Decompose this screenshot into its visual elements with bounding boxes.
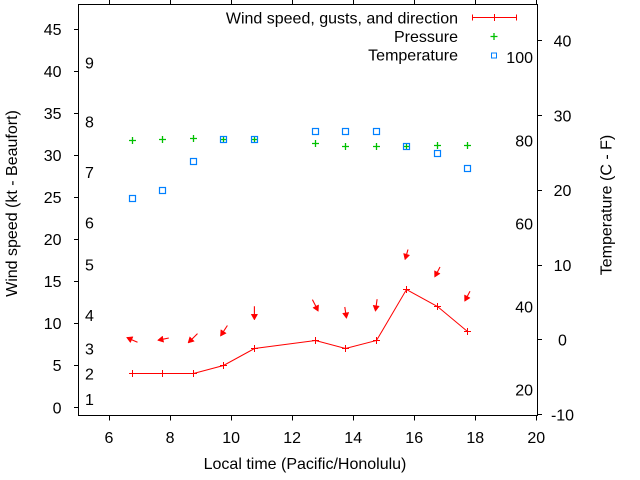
svg-text:20: 20: [44, 232, 62, 249]
svg-text:60: 60: [515, 216, 533, 233]
svg-text:Temperature: Temperature: [368, 47, 458, 64]
svg-text:9: 9: [85, 55, 94, 72]
svg-text:40: 40: [44, 64, 62, 81]
svg-text:4: 4: [85, 308, 94, 325]
svg-text:2: 2: [85, 367, 94, 384]
svg-text:10: 10: [222, 430, 240, 447]
svg-text:40: 40: [515, 299, 533, 316]
svg-text:30: 30: [44, 148, 62, 165]
svg-text:0: 0: [558, 333, 567, 350]
svg-text:0: 0: [53, 400, 62, 417]
svg-text:3: 3: [85, 341, 94, 358]
svg-text:-10: -10: [551, 407, 574, 424]
svg-text:Wind speed, gusts, and directi: Wind speed, gusts, and direction: [226, 10, 458, 27]
svg-text:8: 8: [85, 114, 94, 131]
svg-text:20: 20: [515, 382, 533, 399]
svg-text:6: 6: [105, 430, 114, 447]
svg-text:15: 15: [44, 274, 62, 291]
svg-text:7: 7: [85, 165, 94, 182]
svg-text:5: 5: [85, 257, 94, 274]
svg-text:14: 14: [344, 430, 362, 447]
svg-text:10: 10: [554, 258, 572, 275]
svg-text:100: 100: [506, 50, 533, 67]
svg-text:80: 80: [515, 133, 533, 150]
svg-text:12: 12: [283, 430, 301, 447]
svg-text:10: 10: [44, 316, 62, 333]
svg-text:30: 30: [554, 108, 572, 125]
svg-text:Local time (Pacific/Honolulu): Local time (Pacific/Honolulu): [204, 456, 407, 473]
svg-text:20: 20: [554, 183, 572, 200]
svg-text:18: 18: [466, 430, 484, 447]
svg-text:Temperature (C - F): Temperature (C - F): [599, 135, 616, 275]
svg-text:5: 5: [53, 358, 62, 375]
svg-text:45: 45: [44, 22, 62, 39]
svg-text:Wind speed (kt - Beaufort): Wind speed (kt - Beaufort): [4, 110, 21, 297]
svg-text:16: 16: [405, 430, 423, 447]
svg-text:25: 25: [44, 190, 62, 207]
svg-text:6: 6: [85, 215, 94, 232]
svg-text:8: 8: [166, 430, 175, 447]
svg-text:20: 20: [527, 430, 545, 447]
svg-text:40: 40: [554, 34, 572, 51]
svg-text:35: 35: [44, 106, 62, 123]
svg-text:Pressure: Pressure: [394, 29, 458, 46]
svg-text:1: 1: [85, 392, 94, 409]
